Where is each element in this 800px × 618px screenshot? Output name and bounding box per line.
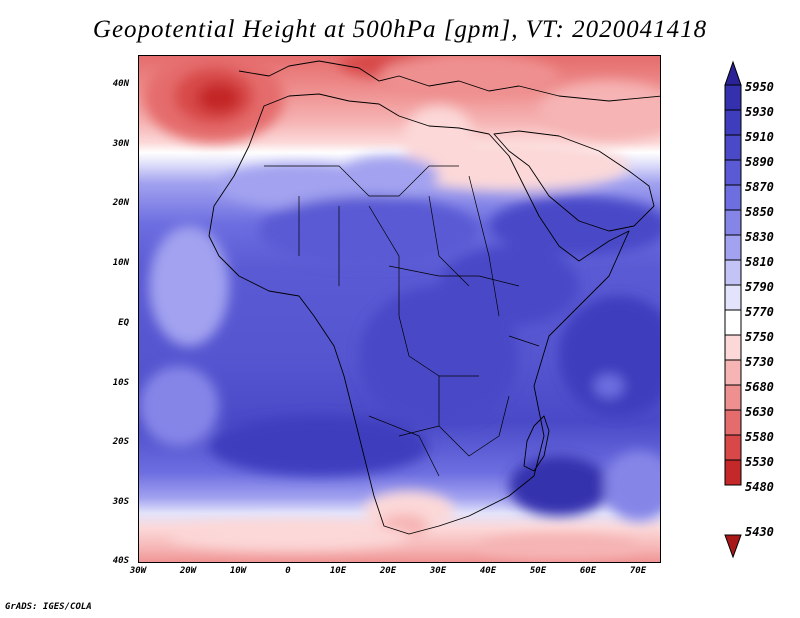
colorbar-label-5580: 5580: [745, 430, 774, 444]
lon-label-50e: 50E: [529, 566, 547, 576]
height-field-map: [139, 56, 660, 562]
colorbar-label-5630: 5630: [745, 405, 774, 419]
colorbar-label-5790: 5790: [745, 280, 774, 294]
colorbar-box: [724, 334, 742, 361]
colorbar-box: [724, 84, 742, 111]
lon-label-10e: 10E: [329, 566, 347, 576]
colorbar-box: [724, 209, 742, 236]
colorbar-box: [724, 434, 742, 461]
lon-label-70e: 70E: [629, 566, 647, 576]
lat-label-40n: 40N: [112, 79, 129, 89]
colorbar-boxes: [724, 84, 742, 486]
field-anomalies: [139, 56, 660, 558]
colorbar-label-5870: 5870: [745, 180, 774, 194]
colorbar-label-5530: 5530: [745, 455, 774, 469]
colorbar-label-5910: 5910: [745, 130, 774, 144]
country-borders: [264, 165, 540, 477]
colorbar-label-5890: 5890: [745, 155, 774, 169]
colorbar-label-5730: 5730: [745, 355, 774, 369]
colorbar-box: [724, 409, 742, 436]
grads-credit: GrADS: IGES/COLA: [5, 602, 92, 612]
colorbar-box: [724, 359, 742, 386]
lon-label-60e: 60E: [579, 566, 597, 576]
lat-label-eq: EQ: [118, 318, 129, 328]
lon-label-0: 0: [285, 566, 291, 576]
lat-label-30s: 30S: [112, 497, 129, 507]
lat-label-30n: 30N: [112, 139, 129, 149]
colorbar-label-5810: 5810: [745, 255, 774, 269]
coastlines: [208, 60, 660, 535]
chart-title: Geopotential Height at 500hPa [gpm], VT:…: [92, 16, 708, 43]
colorbar-label-5770: 5770: [745, 305, 774, 319]
lon-label-40e: 40E: [479, 566, 497, 576]
lon-label-30w: 30W: [129, 566, 147, 576]
colorbar: [724, 60, 742, 559]
colorbar-box: [724, 109, 742, 136]
colorbar-label-5750: 5750: [745, 330, 774, 344]
colorbar-label-5850: 5850: [745, 205, 774, 219]
colorbar-label-5950: 5950: [745, 80, 774, 94]
colorbar-box: [724, 159, 742, 186]
lat-label-40s: 40S: [112, 556, 129, 566]
colorbar-box: [724, 284, 742, 311]
colorbar-label-5830: 5830: [745, 230, 774, 244]
africa-coastline: [208, 93, 630, 535]
lon-label-10w: 10W: [229, 566, 247, 576]
colorbar-box: [724, 259, 742, 286]
colorbar-label-5680: 5680: [745, 380, 774, 394]
lat-label-10n: 10N: [112, 258, 129, 268]
lat-label-10s: 10S: [112, 378, 129, 388]
colorbar-top-arrow: [724, 60, 742, 86]
lon-label-20w: 20W: [179, 566, 197, 576]
colorbar-label-5930: 5930: [745, 105, 774, 119]
colorbar-label-5480: 5480: [745, 480, 774, 494]
colorbar-box: [724, 234, 742, 261]
europe-coastline: [238, 60, 660, 102]
colorbar-box: [724, 134, 742, 161]
lon-label-20e: 20E: [379, 566, 397, 576]
lat-label-20n: 20N: [112, 198, 129, 208]
map-panel: [138, 55, 661, 563]
colorbar-box: [724, 309, 742, 336]
colorbar-box: [724, 384, 742, 411]
arabia-coastline: [493, 130, 655, 232]
lon-label-30e: 30E: [429, 566, 447, 576]
colorbar-box: [724, 184, 742, 211]
colorbar-box: [724, 459, 742, 486]
madagascar-coastline: [523, 415, 550, 472]
colorbar-label-5430: 5430: [745, 525, 774, 539]
colorbar-bottom-arrow: [724, 534, 742, 559]
lat-label-20s: 20S: [112, 437, 129, 447]
